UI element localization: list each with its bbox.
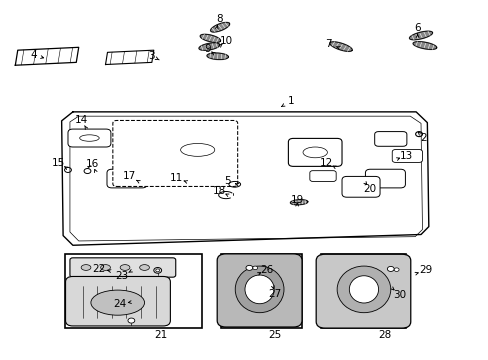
Text: 2: 2 xyxy=(420,133,427,143)
Polygon shape xyxy=(15,47,79,65)
Circle shape xyxy=(128,318,135,323)
Text: 18: 18 xyxy=(212,186,225,196)
Text: 20: 20 xyxy=(363,184,376,194)
Ellipse shape xyxy=(336,266,390,313)
Ellipse shape xyxy=(81,265,91,270)
FancyBboxPatch shape xyxy=(374,132,406,146)
Ellipse shape xyxy=(244,275,274,304)
Text: 23: 23 xyxy=(115,271,128,281)
Text: 28: 28 xyxy=(378,330,391,340)
Text: 27: 27 xyxy=(267,289,281,299)
FancyBboxPatch shape xyxy=(316,254,410,328)
Text: 26: 26 xyxy=(259,265,272,275)
Polygon shape xyxy=(408,31,432,40)
Bar xyxy=(221,254,301,328)
Text: 11: 11 xyxy=(169,173,183,183)
FancyBboxPatch shape xyxy=(65,276,170,326)
Ellipse shape xyxy=(91,290,144,315)
Polygon shape xyxy=(105,50,154,64)
FancyBboxPatch shape xyxy=(68,129,111,147)
Polygon shape xyxy=(412,42,436,49)
Ellipse shape xyxy=(140,265,149,270)
FancyBboxPatch shape xyxy=(152,170,194,183)
Text: 9: 9 xyxy=(204,44,211,54)
Text: 29: 29 xyxy=(418,265,431,275)
Text: 13: 13 xyxy=(399,150,412,161)
Text: 10: 10 xyxy=(219,36,232,46)
Ellipse shape xyxy=(101,265,110,270)
Text: 25: 25 xyxy=(267,330,281,340)
Text: 17: 17 xyxy=(123,171,136,181)
Circle shape xyxy=(245,265,252,270)
Circle shape xyxy=(156,269,159,272)
Text: 8: 8 xyxy=(215,14,222,24)
Ellipse shape xyxy=(120,265,130,270)
Bar xyxy=(65,254,201,328)
Polygon shape xyxy=(329,42,351,51)
Polygon shape xyxy=(199,43,220,50)
FancyBboxPatch shape xyxy=(107,169,147,188)
FancyBboxPatch shape xyxy=(163,134,232,166)
FancyBboxPatch shape xyxy=(341,176,379,197)
Text: 22: 22 xyxy=(92,264,105,274)
Text: 24: 24 xyxy=(113,299,126,309)
Polygon shape xyxy=(206,53,228,59)
Circle shape xyxy=(386,266,393,271)
Text: 16: 16 xyxy=(85,159,99,169)
Text: 6: 6 xyxy=(413,23,420,33)
FancyBboxPatch shape xyxy=(288,138,341,166)
Text: 3: 3 xyxy=(148,51,155,61)
Text: 19: 19 xyxy=(290,195,303,205)
FancyBboxPatch shape xyxy=(365,169,405,188)
Circle shape xyxy=(393,268,398,271)
Text: 12: 12 xyxy=(319,158,332,168)
Text: 4: 4 xyxy=(30,50,37,60)
Text: 15: 15 xyxy=(52,158,65,168)
Polygon shape xyxy=(61,112,428,245)
FancyBboxPatch shape xyxy=(113,121,237,186)
Polygon shape xyxy=(210,22,229,32)
FancyBboxPatch shape xyxy=(217,254,302,327)
Text: 21: 21 xyxy=(154,330,167,340)
FancyBboxPatch shape xyxy=(391,149,422,162)
Polygon shape xyxy=(290,200,307,205)
Circle shape xyxy=(252,266,257,270)
Text: 1: 1 xyxy=(287,96,294,106)
FancyBboxPatch shape xyxy=(70,258,175,277)
Text: 7: 7 xyxy=(325,39,331,49)
Text: 14: 14 xyxy=(74,115,87,125)
Text: 5: 5 xyxy=(224,176,230,186)
Text: 30: 30 xyxy=(392,290,406,300)
Ellipse shape xyxy=(235,266,284,313)
Ellipse shape xyxy=(348,276,378,303)
Polygon shape xyxy=(200,34,220,42)
FancyBboxPatch shape xyxy=(309,171,335,181)
Bar xyxy=(321,254,406,328)
